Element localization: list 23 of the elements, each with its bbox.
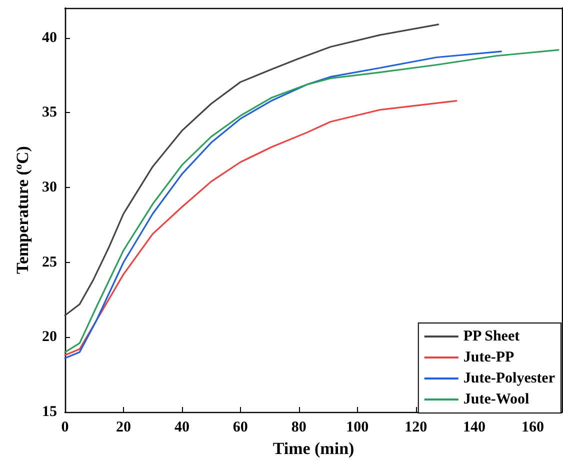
x-tick-label: 20 [116, 420, 131, 436]
legend-label: Jute-Wool [463, 392, 530, 408]
y-tick-label: 20 [42, 329, 57, 346]
x-tick-label: 140 [463, 420, 486, 436]
x-tick-label: 80 [291, 420, 306, 436]
x-tick-label: 40 [174, 420, 190, 436]
x-tick-label: 60 [232, 420, 248, 436]
y-tick-label: 35 [42, 104, 57, 121]
x-tick-label: 160 [522, 420, 544, 436]
line-series [64, 24, 440, 316]
legend-label: PP Sheet [463, 328, 520, 344]
x-axis-title: Time (min) [272, 438, 354, 458]
line-series [64, 100, 458, 356]
legend-label: Jute-PP [463, 350, 514, 366]
x-tick-label: 0 [61, 420, 69, 436]
y-tick-label: 40 [42, 30, 57, 46]
legend-label: Jute-Polyester [463, 370, 556, 386]
y-axis-title: Temperature (ºC) [13, 146, 32, 274]
y-tick-label: 30 [42, 180, 57, 196]
y-tick-label: 15 [42, 404, 57, 420]
x-tick-label: 120 [404, 420, 428, 436]
x-tick-label: 100 [346, 420, 369, 436]
y-tick-label: 25 [42, 254, 57, 270]
